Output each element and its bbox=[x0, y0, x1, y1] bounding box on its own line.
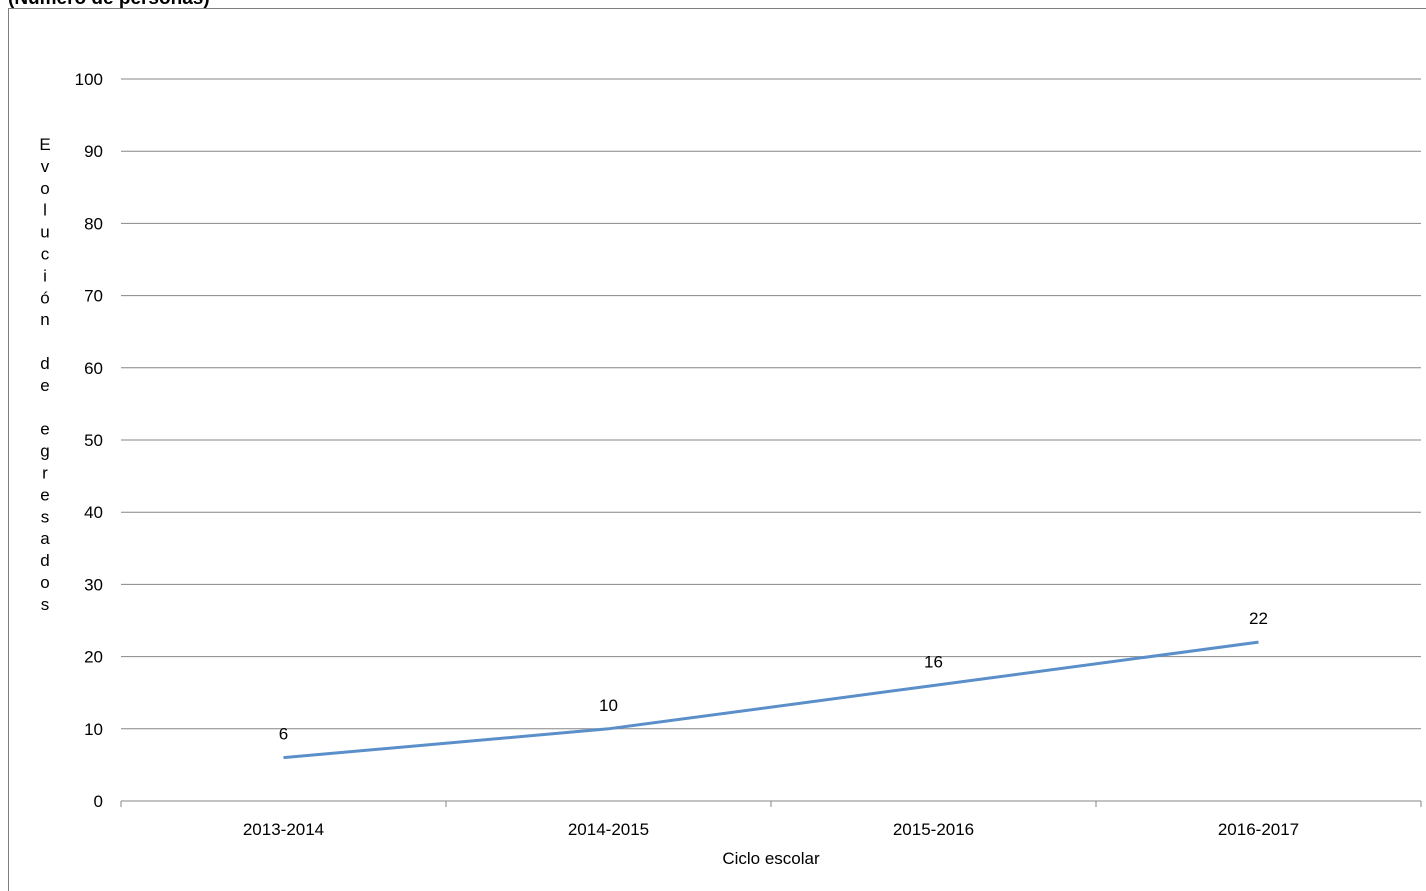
axes bbox=[120, 800, 1422, 807]
gridlines bbox=[121, 78, 1421, 730]
y-tick-label-20: 20 bbox=[84, 648, 103, 667]
chart-frame bbox=[8, 8, 1426, 891]
y-tick-label-70: 70 bbox=[84, 287, 103, 306]
y-tick-label-30: 30 bbox=[84, 575, 103, 594]
series bbox=[283, 640, 1259, 760]
x-axis-title: Ciclo escolar bbox=[722, 849, 820, 868]
data-label-0: 6 bbox=[279, 725, 288, 744]
x-tick-label-2: 2015-2016 bbox=[893, 820, 974, 839]
y-tick-label-40: 40 bbox=[84, 503, 103, 522]
y-tick-label-50: 50 bbox=[84, 431, 103, 450]
x-tick-label-3: 2016-2017 bbox=[1218, 820, 1299, 839]
data-label-1: 10 bbox=[599, 696, 618, 715]
x-tick-label-0: 2013-2014 bbox=[243, 820, 324, 839]
y-tick-label-100: 100 bbox=[75, 70, 103, 89]
y-tick-label-10: 10 bbox=[84, 720, 103, 739]
labels: 0 10 20 30 40 50 60 70 80 90 100 2013-2014 2014-2015… bbox=[75, 70, 1300, 839]
y-tick-label-90: 90 bbox=[84, 142, 103, 161]
chart-title: (Número de personas) bbox=[8, 0, 210, 10]
x-tick-label-1: 2014-2015 bbox=[568, 820, 649, 839]
data-label-2: 16 bbox=[924, 652, 943, 671]
y-tick-label-80: 80 bbox=[84, 214, 103, 233]
series-line-0 bbox=[283, 640, 1259, 760]
data-label-3: 22 bbox=[1249, 609, 1268, 628]
y-tick-label-60: 60 bbox=[84, 359, 103, 378]
y-tick-label-0: 0 bbox=[94, 792, 103, 811]
